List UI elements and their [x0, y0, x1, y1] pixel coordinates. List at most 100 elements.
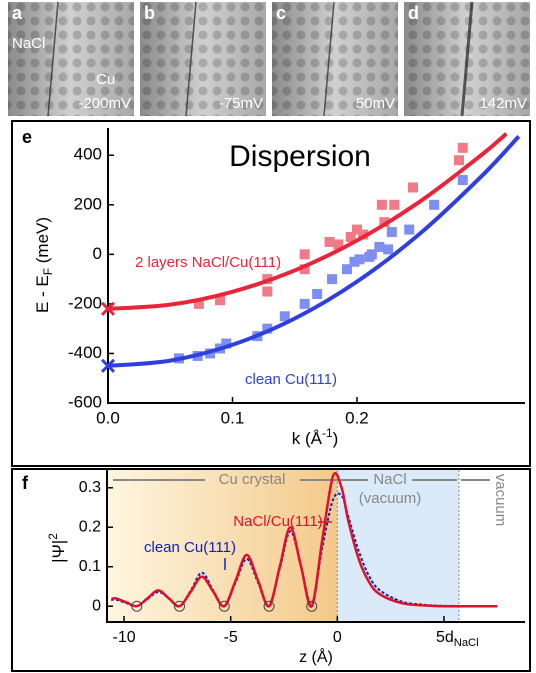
y-tick-label: 0.1 — [79, 558, 101, 575]
node-marker — [218, 600, 230, 612]
y-axis-label-part: (meV) — [33, 217, 52, 268]
x-tick-label: 0.0 — [96, 408, 120, 427]
fit-curve — [107, 135, 521, 368]
y-tick-label: -600 — [68, 392, 102, 411]
cu-region — [107, 470, 338, 622]
data-point — [299, 249, 310, 260]
data-point — [299, 298, 310, 309]
data-point — [215, 295, 226, 306]
x-axis-label: z (Å) — [299, 647, 333, 666]
x-axis-label-part: -1 — [322, 426, 333, 440]
panel-label: f — [22, 473, 29, 493]
intercept-cross — [100, 301, 116, 316]
wavefunction-curve — [110, 492, 498, 608]
data-point — [327, 274, 338, 285]
bias-label: -75mV — [219, 95, 263, 112]
panel-f-frame — [11, 468, 531, 672]
bias-label: 50mV — [356, 95, 395, 112]
data-point — [279, 311, 290, 322]
data-point — [345, 232, 356, 243]
data-point — [389, 199, 400, 210]
data-point — [386, 227, 397, 238]
intercept-cross — [100, 358, 116, 373]
bias-label: 142mV — [479, 95, 527, 112]
series-label: NaCl/Cu(111) — [233, 513, 322, 530]
data-point — [407, 182, 418, 193]
series-label: 2 layers NaCl/Cu(111) — [135, 254, 281, 271]
y-tick-label: 200 — [74, 194, 102, 213]
x-axis-label: k (Å-1) — [292, 426, 338, 448]
y-tick-label: -400 — [68, 343, 102, 362]
y-tick-label: 0 — [93, 244, 102, 263]
y-tick-label: 0 — [92, 597, 101, 614]
region-label: Cu — [96, 71, 115, 88]
data-point — [312, 288, 323, 299]
y-axis-label-part: F — [41, 268, 55, 275]
y-axis-label-part: |Ψ| — [49, 540, 68, 563]
data-point — [376, 199, 387, 210]
region-label: NaCl — [12, 35, 45, 52]
region-label: NaCl — [373, 471, 406, 488]
step-edge — [185, 1, 197, 117]
stm-texture — [272, 2, 398, 116]
data-point — [221, 338, 232, 349]
data-point — [404, 224, 415, 235]
y-tick-label: 400 — [74, 145, 102, 164]
y-axis-label: |Ψ|2 — [46, 533, 68, 563]
panel-label: e — [22, 127, 32, 147]
x-tick-label: 0.2 — [345, 408, 369, 427]
data-point — [457, 142, 468, 153]
node-marker — [306, 600, 318, 612]
axes — [106, 470, 525, 623]
data-point — [379, 217, 390, 228]
x-axis-label-part: ) — [333, 429, 339, 448]
data-point — [457, 175, 468, 186]
fit-curve — [107, 132, 508, 311]
series-label: clean Cu(111) — [245, 371, 337, 388]
data-point — [299, 264, 310, 275]
node-marker — [174, 600, 186, 612]
x-tick-label: -10 — [112, 629, 135, 646]
panel-e-frame — [11, 120, 531, 467]
step-edge — [323, 1, 335, 117]
bias-label: -200mV — [78, 95, 131, 112]
data-point — [374, 241, 385, 252]
region-label: vacuum — [492, 474, 509, 527]
panel-label: b — [144, 3, 155, 23]
data-point — [262, 323, 273, 334]
stm-texture — [8, 2, 134, 116]
x-tick-label: -5 — [224, 629, 238, 646]
panel-label: a — [12, 3, 23, 23]
panel-label: d — [408, 3, 419, 23]
y-axis-label: E - EF (meV) — [33, 217, 55, 313]
y-tick-label: 0.3 — [79, 479, 101, 496]
step-edge — [47, 1, 59, 117]
wavefunction-curve — [110, 471, 498, 608]
node-marker — [263, 600, 275, 612]
data-point — [193, 298, 204, 309]
data-point — [333, 239, 344, 250]
y-axis-label-part: E - E — [33, 275, 52, 313]
data-point — [262, 286, 273, 297]
axes — [107, 128, 525, 404]
x-tick-label: 0.1 — [221, 408, 245, 427]
region-label: (vacuum) — [359, 490, 422, 507]
data-point — [351, 224, 362, 235]
x-tick-label: 5dNaCl — [436, 629, 479, 649]
stm-texture — [140, 2, 266, 116]
node-marker — [131, 600, 143, 612]
series-label: clean Cu(111) — [144, 539, 236, 556]
data-point — [354, 254, 365, 265]
data-point — [324, 236, 335, 247]
data-point — [429, 199, 440, 210]
region-label: Cu crystal — [219, 471, 286, 488]
x-tick-label: 0 — [333, 629, 342, 646]
data-point — [366, 249, 377, 260]
y-tick-label: -200 — [68, 293, 102, 312]
y-tick-label: 0.2 — [79, 518, 101, 535]
y-axis-label-part: 2 — [46, 533, 60, 540]
x-axis-label-part: k (Å — [292, 429, 323, 448]
step-edge — [460, 1, 474, 117]
